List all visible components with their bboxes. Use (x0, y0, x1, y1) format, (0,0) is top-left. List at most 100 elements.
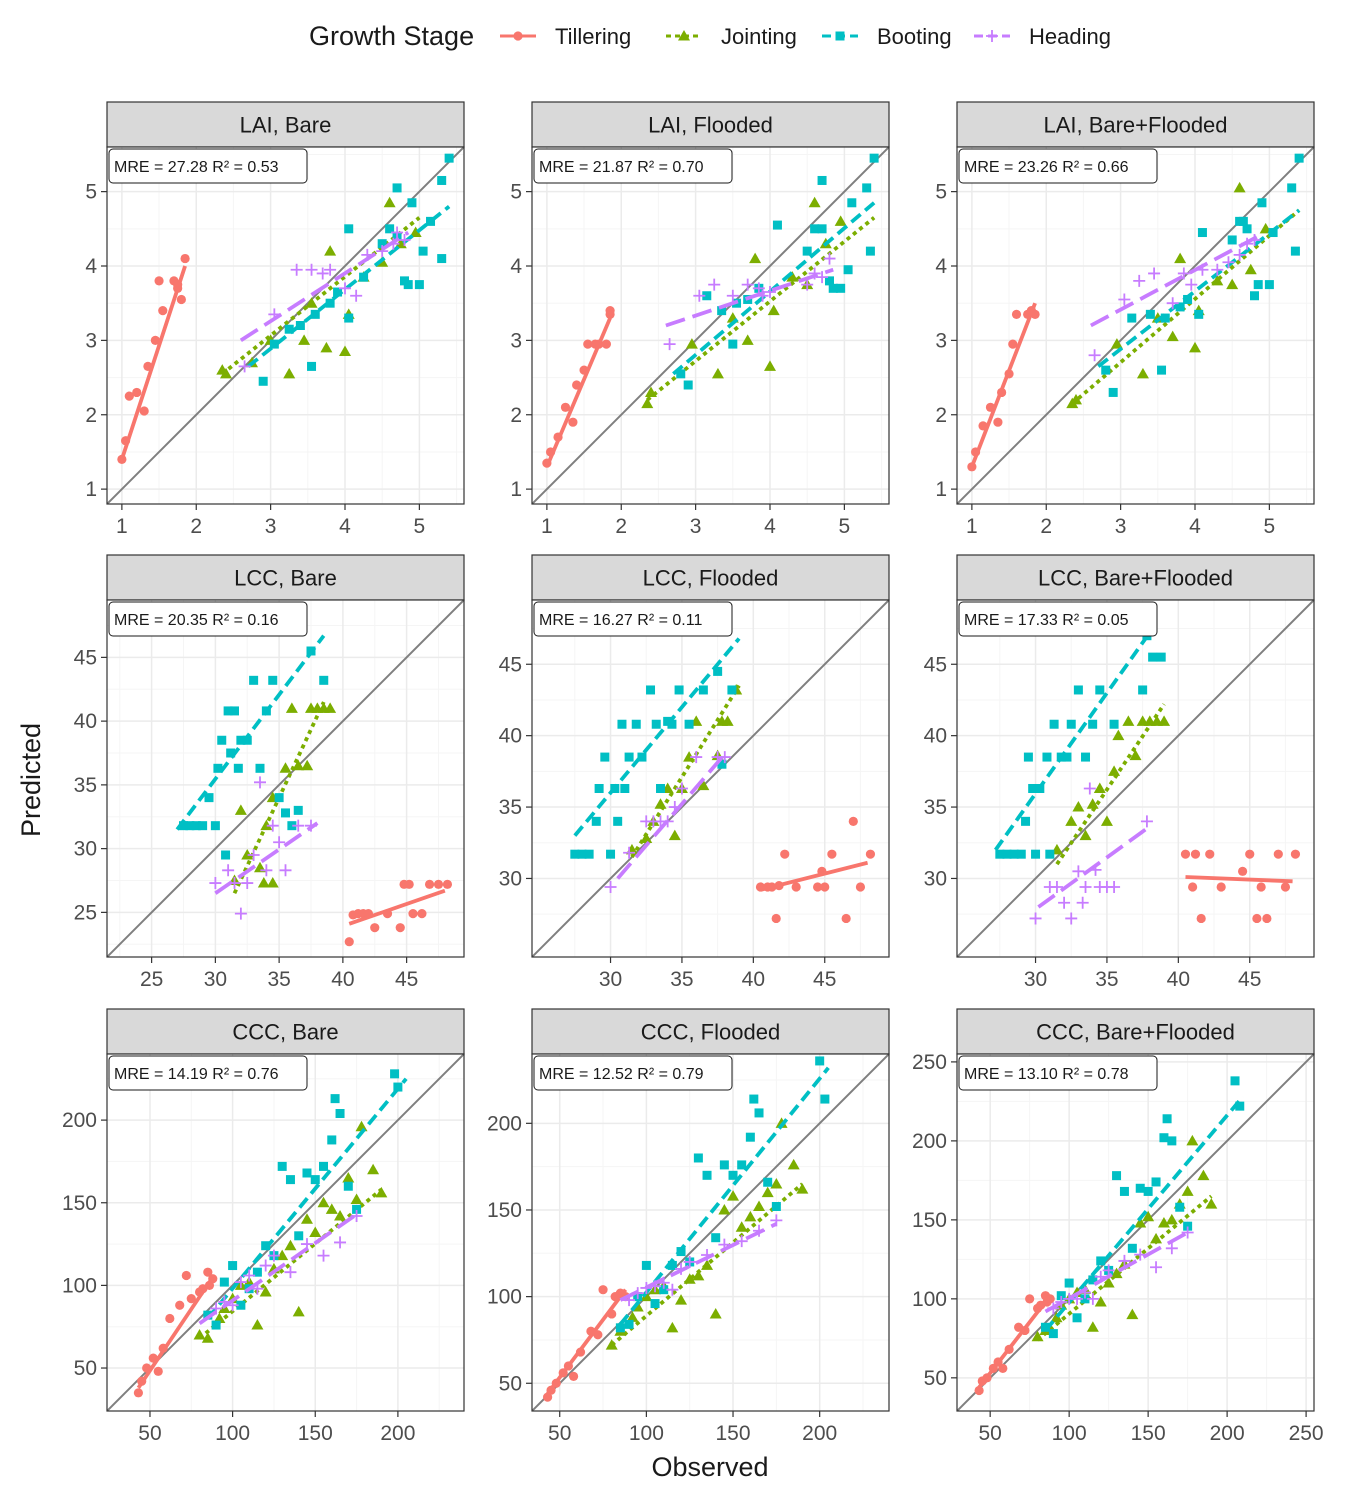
point-jointing (692, 1269, 705, 1281)
point-jointing (1189, 341, 1201, 353)
point-heading (259, 1259, 272, 1272)
point-booting (1028, 783, 1038, 793)
point-tillering (865, 849, 876, 859)
point-booting (392, 183, 402, 193)
point-tillering (404, 879, 414, 889)
fit-line-tillering (970, 302, 1037, 468)
point-jointing (1150, 1232, 1163, 1244)
point-heading (1148, 267, 1161, 280)
point-booting (252, 1267, 262, 1277)
identity-line (532, 147, 889, 504)
point-jointing (375, 1186, 388, 1198)
stat-label-box (533, 148, 733, 184)
point-booting (1016, 849, 1026, 859)
point-booting (255, 763, 265, 773)
point-heading (241, 877, 254, 890)
y-tick-label: 200 (487, 1112, 522, 1135)
point-heading (1166, 297, 1179, 310)
point-booting (284, 324, 294, 334)
point-jointing (1086, 1321, 1099, 1332)
x-tick-label: 5 (839, 515, 851, 538)
point-heading (398, 233, 411, 246)
point-jointing (1094, 1296, 1107, 1307)
point-booting (817, 175, 827, 185)
point-heading (305, 263, 318, 276)
y-tick-label: 5 (510, 181, 522, 204)
y-tick-label: 40 (74, 710, 97, 733)
y-axis: 50 100 150 200 (487, 1112, 532, 1395)
fit-line-booting (994, 627, 1155, 851)
point-heading (1065, 912, 1078, 925)
point-heading (266, 819, 279, 832)
stat-label-box (108, 148, 308, 184)
panel-lai-flooded: LAI, Flooded MRE = 21.87 R² = 0.70 1 2 3 4 5 1 2… (510, 101, 890, 538)
facet-strip (106, 554, 465, 601)
point-booting (269, 339, 279, 349)
point-tillering (154, 276, 164, 286)
point-booting (1127, 313, 1137, 323)
point-tillering (433, 879, 444, 889)
point-jointing (808, 196, 821, 208)
point-booting (1175, 1202, 1185, 1212)
fit-line-heading (1089, 234, 1260, 328)
point-booting (287, 821, 297, 831)
identity-line (107, 600, 464, 957)
x-axis-title: Observed (651, 1452, 768, 1482)
point-booting (577, 849, 587, 859)
x-axis: 1 2 3 4 5 (541, 504, 850, 538)
legend-marker-heading (986, 30, 998, 42)
point-jointing (1108, 765, 1121, 776)
point-tillering (158, 306, 168, 316)
point-booting (310, 309, 320, 319)
y-tick-label: 200 (62, 1109, 97, 1132)
point-booting (713, 666, 723, 676)
facet-strip (106, 101, 465, 148)
point-jointing (292, 759, 305, 771)
point-booting (302, 1168, 312, 1178)
x-tick-label: 200 (802, 1422, 837, 1445)
point-jointing (721, 715, 734, 726)
point-booting (437, 254, 447, 264)
x-tick-label: 35 (1095, 968, 1118, 991)
x-tick-label: 2 (615, 515, 627, 538)
point-booting (1143, 1186, 1153, 1196)
panel-border (531, 599, 890, 958)
fit-line-tillering (977, 1294, 1052, 1389)
point-heading (693, 289, 706, 302)
point-booting (236, 735, 246, 745)
point-booting (1157, 365, 1167, 375)
point-heading (317, 1249, 330, 1262)
point-jointing (1142, 1210, 1155, 1222)
point-booting (330, 1094, 340, 1104)
point-booting (1072, 1313, 1082, 1323)
point-jointing (666, 1321, 679, 1333)
point-booting (343, 1181, 353, 1191)
y-axis: 1 2 3 4 5 (510, 181, 532, 501)
point-booting (869, 153, 879, 163)
point-booting (228, 1261, 238, 1271)
point-tillering (601, 339, 611, 349)
point-jointing (711, 367, 724, 379)
x-tick-label: 25 (140, 968, 163, 991)
point-heading (1140, 815, 1153, 828)
point-heading (1233, 248, 1246, 261)
x-axis: 50 100 150 200 (138, 1411, 415, 1445)
x-tick-label: 150 (1131, 1422, 1166, 1445)
point-jointing (266, 877, 279, 888)
point-booting (584, 849, 594, 859)
x-tick-label: 5 (414, 515, 426, 538)
point-booting (1009, 849, 1019, 859)
point-jointing (796, 1183, 809, 1194)
x-tick-label: 4 (1189, 515, 1201, 538)
point-heading (604, 881, 617, 894)
point-tillering (1273, 849, 1283, 859)
point-jointing (1093, 782, 1106, 793)
point-tillering (855, 882, 866, 892)
fit-line-tillering (136, 1276, 215, 1389)
point-jointing (1226, 278, 1239, 290)
point-booting (344, 313, 354, 323)
point-tillering (841, 913, 851, 924)
x-tick-label: 40 (742, 968, 765, 991)
point-booting (217, 735, 227, 745)
